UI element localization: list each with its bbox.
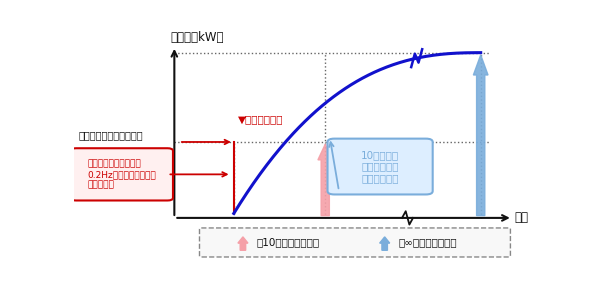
FancyBboxPatch shape	[199, 228, 510, 257]
Text: ：10秒後供出可能量: ：10秒後供出可能量	[257, 238, 320, 247]
Text: 0秒: 0秒	[227, 231, 241, 241]
Text: 10秒以内に
応動できる量
が供出可能量: 10秒以内に 応動できる量 が供出可能量	[361, 150, 399, 183]
Text: 供給力（kW）: 供給力（kW）	[171, 30, 224, 44]
FancyArrow shape	[379, 237, 390, 250]
Text: ∞秒後: ∞秒後	[470, 231, 492, 241]
Text: 時間: 時間	[515, 211, 529, 224]
FancyBboxPatch shape	[327, 139, 432, 195]
Text: 10秒: 10秒	[315, 231, 336, 241]
FancyBboxPatch shape	[71, 148, 173, 200]
FancyArrow shape	[238, 237, 248, 250]
FancyArrow shape	[473, 55, 488, 216]
Text: 電源脱落発生により、
0.2Hz周波数低下相当の
供給力低下: 電源脱落発生により、 0.2Hz周波数低下相当の 供給力低下	[87, 160, 156, 189]
FancyArrow shape	[318, 144, 333, 216]
Text: ▼電源脱落発生: ▼電源脱落発生	[238, 115, 284, 125]
Text: 電源脱落発生前の供給力: 電源脱落発生前の供給力	[78, 130, 143, 140]
Text: ：∞秒後供出可能量: ：∞秒後供出可能量	[398, 238, 457, 247]
